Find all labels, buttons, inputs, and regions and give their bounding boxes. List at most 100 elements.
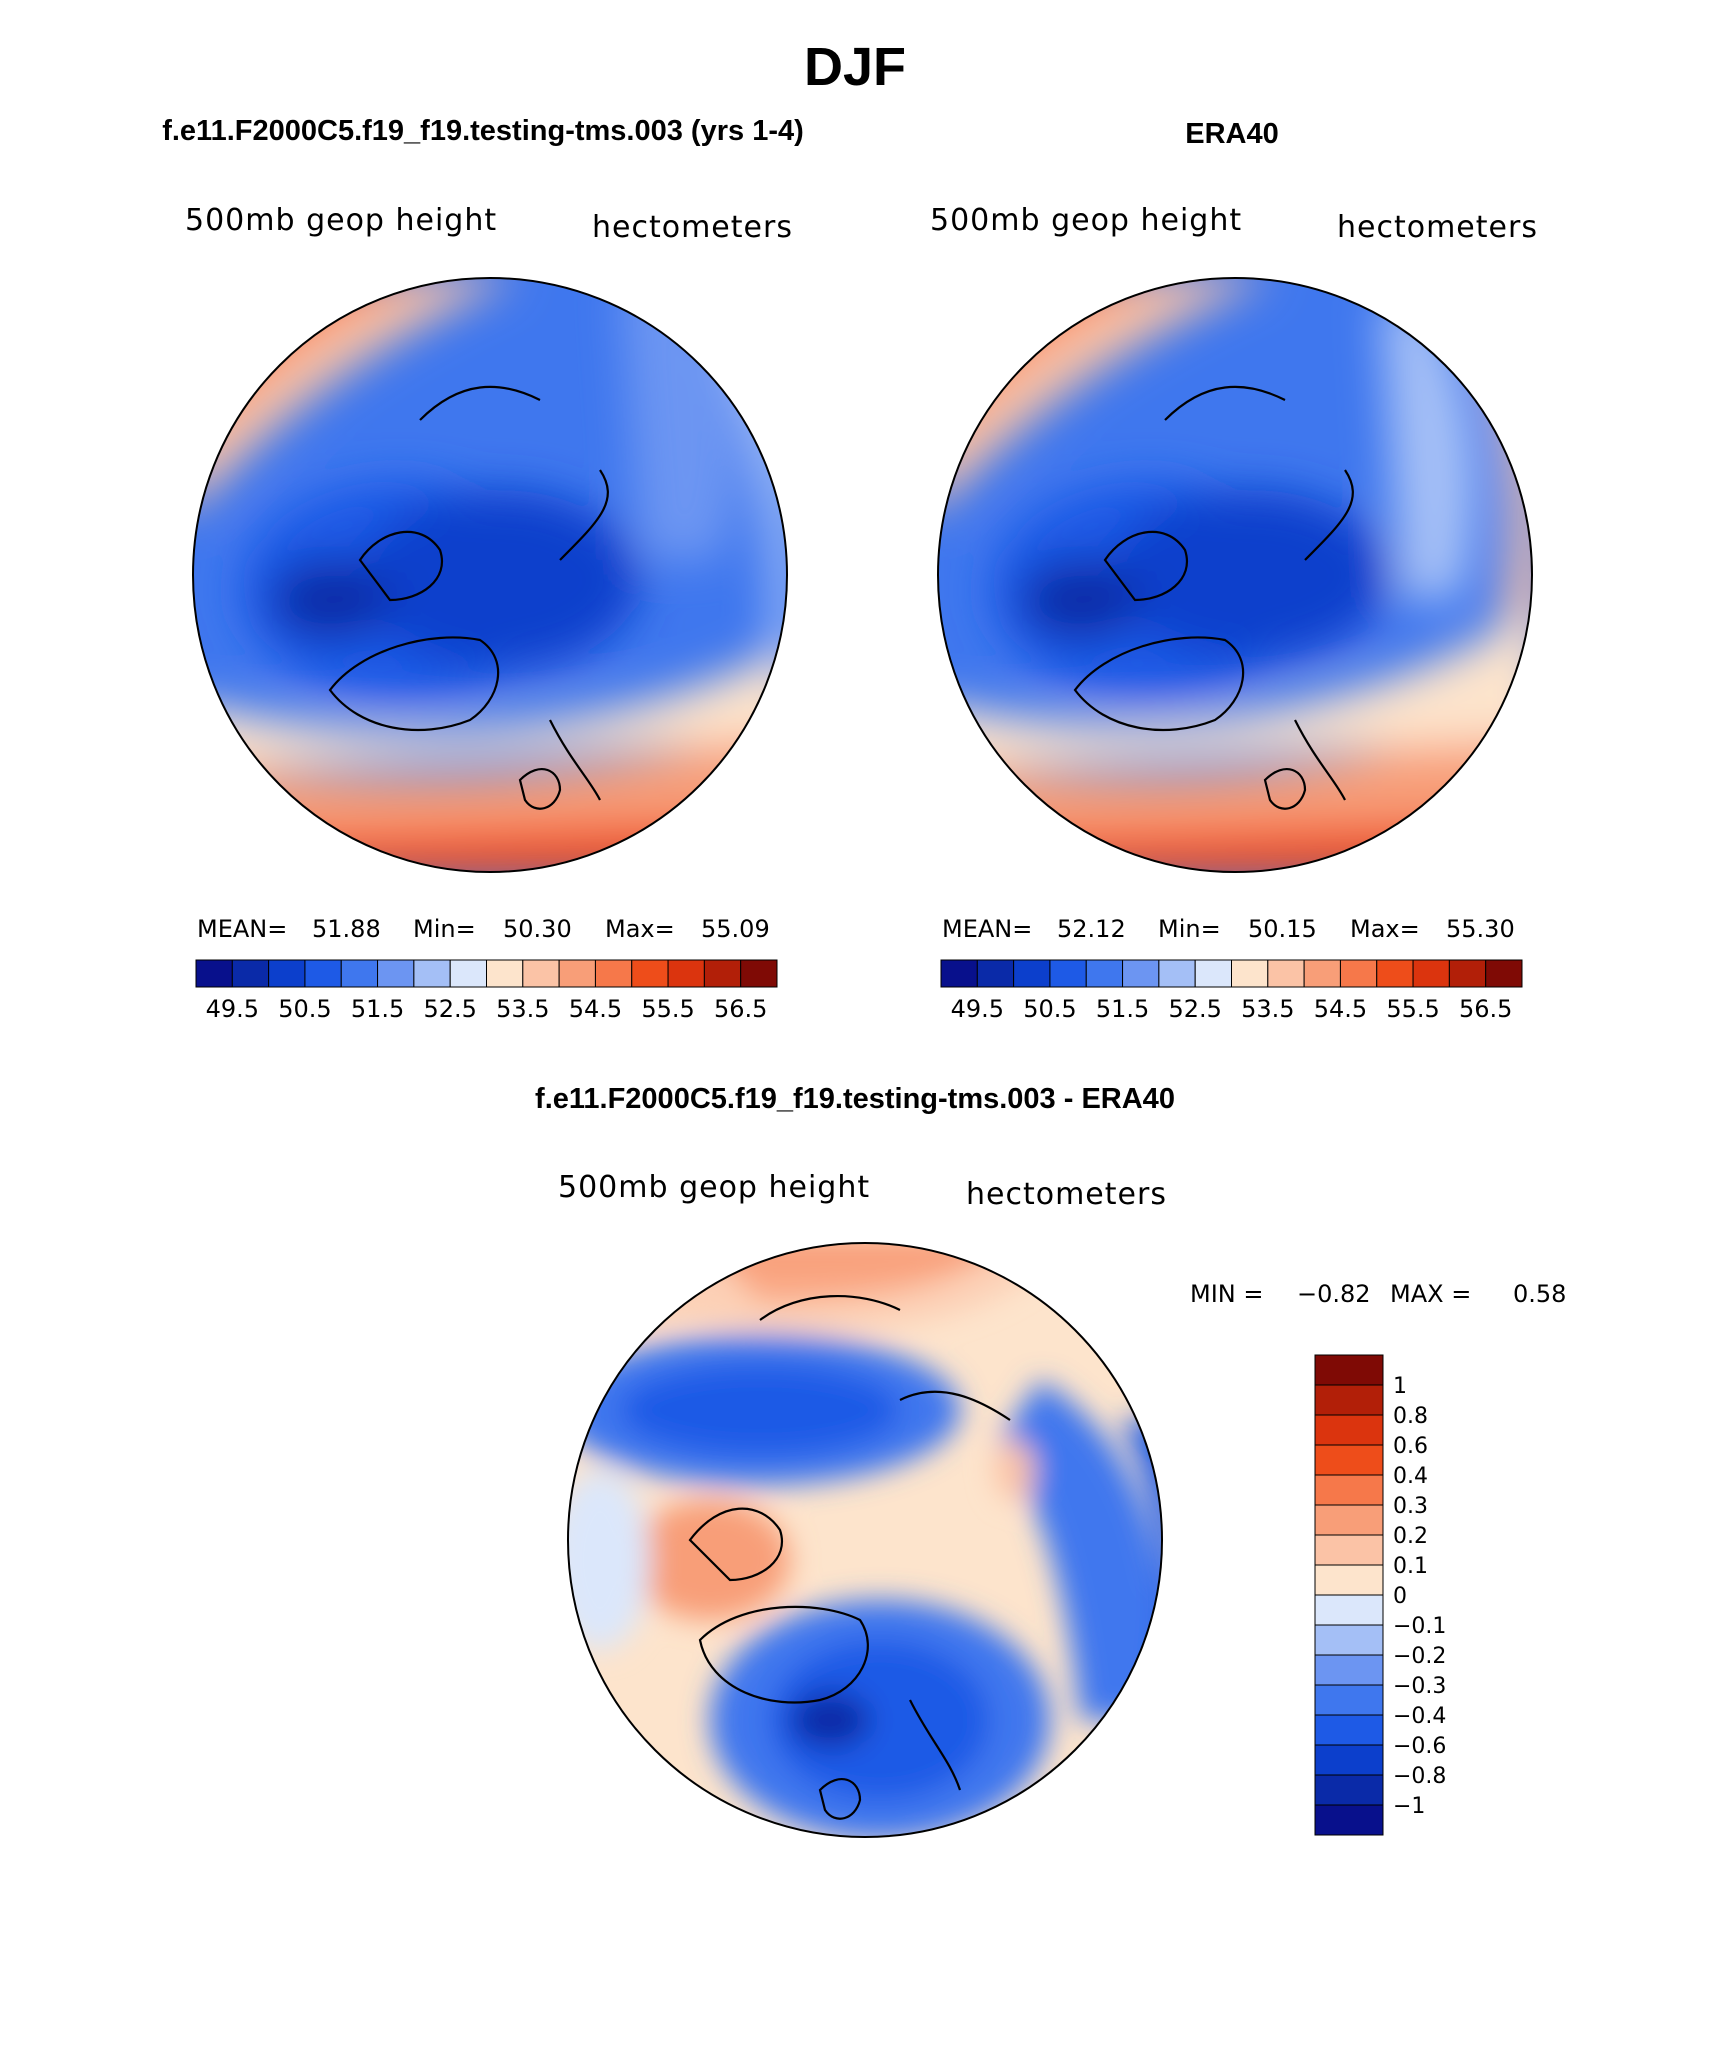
colorbar-swatch: [1314, 1384, 1384, 1416]
colorbar-tick-label: 50.5: [278, 995, 331, 1023]
colorbar-tick-label: 54.5: [1314, 995, 1367, 1023]
colorbar-swatch: [1314, 1354, 1384, 1386]
colorbar-swatch: [195, 959, 233, 988]
panel-model-title: f.e11.F2000C5.f19_f19.testing-tms.003 (y…: [162, 115, 804, 147]
panel-model-min-value: 50.30: [503, 915, 572, 943]
colorbar-tick-label: −0.1: [1393, 1614, 1446, 1639]
colorbar-tick-label: 54.5: [569, 995, 622, 1023]
colorbar-swatch: [449, 959, 487, 988]
colorbar-swatch: [486, 959, 524, 988]
colorbar-swatch: [631, 959, 669, 988]
colorbar-tick-label: 0.1: [1393, 1554, 1428, 1579]
colorbar-tick-label: 53.5: [1241, 995, 1294, 1023]
colorbar-tick-label: −1: [1393, 1794, 1425, 1819]
panel-diff-max-label: MAX =: [1390, 1280, 1471, 1308]
panel-era40-map: [938, 278, 1532, 872]
panel-era40-min-value: 50.15: [1248, 915, 1317, 943]
colorbar-tick-label: −0.6: [1393, 1734, 1446, 1759]
colorbar-tick-label: 0.2: [1393, 1524, 1428, 1549]
colorbar-tick-label: 52.5: [1168, 995, 1221, 1023]
panel-era40-mean-value: 52.12: [1057, 915, 1126, 943]
panel-era40: ERA40 500mb geop height hectometers: [930, 118, 1538, 1023]
panel-diff: f.e11.F2000C5.f19_f19.testing-tms.003 - …: [535, 1083, 1566, 1838]
colorbar-swatch: [558, 959, 596, 988]
colorbar-swatch: [413, 959, 451, 988]
colorbar-swatch: [1314, 1684, 1384, 1716]
panel-era40-max-value: 55.30: [1446, 915, 1515, 943]
panel-diff-right-label: hectometers: [966, 1177, 1167, 1212]
panel-diff-left-label: 500mb geop height: [558, 1170, 870, 1205]
panel-era40-colorbar: 49.5 50.5 51.5 52.5 53.5 54.5 55.5 56.5: [940, 959, 1523, 1023]
colorbar-swatch: [1314, 1714, 1384, 1746]
panel-era40-mean-label: MEAN=: [942, 915, 1032, 943]
panel-model-mean-label: MEAN=: [197, 915, 287, 943]
panel-diff-min-value: −0.82: [1297, 1280, 1371, 1308]
panel-model-mean-value: 51.88: [312, 915, 381, 943]
panel-era40-min-label: Min=: [1158, 915, 1221, 943]
colorbar-tick-label: 50.5: [1023, 995, 1076, 1023]
colorbar-swatch: [1314, 1744, 1384, 1776]
colorbar-swatch: [268, 959, 306, 988]
colorbar-tick-label: 51.5: [351, 995, 404, 1023]
panel-model-left-label: 500mb geop height: [185, 203, 497, 238]
colorbar-tick-label: 56.5: [714, 995, 767, 1023]
colorbar-swatch: [740, 959, 778, 988]
colorbar-swatch: [1314, 1594, 1384, 1626]
colorbar-tick-label: 51.5: [1096, 995, 1149, 1023]
colorbar-swatch: [1314, 1414, 1384, 1446]
colorbar-swatch: [522, 959, 560, 988]
colorbar-swatch: [231, 959, 270, 988]
colorbar-swatch: [1448, 959, 1487, 988]
colorbar-tick-label: 53.5: [496, 995, 549, 1023]
page-title: DJF: [804, 37, 906, 97]
colorbar-swatch: [1314, 1564, 1384, 1596]
colorbar-swatch: [1376, 959, 1414, 988]
colorbar-tick-label: 1: [1393, 1374, 1407, 1399]
colorbar-swatch: [1412, 959, 1450, 988]
colorbar-tick-label: 55.5: [1386, 995, 1439, 1023]
colorbar-swatch: [1085, 959, 1124, 988]
panel-era40-left-label: 500mb geop height: [930, 203, 1242, 238]
colorbar-swatch: [1314, 1624, 1384, 1656]
colorbar-tick-label: 0.6: [1393, 1434, 1428, 1459]
colorbar-swatch: [304, 959, 342, 988]
colorbar-swatch: [1485, 959, 1523, 988]
colorbar-swatch: [1314, 1654, 1384, 1686]
panel-model-min-label: Min=: [413, 915, 476, 943]
colorbar-tick-label: 56.5: [1459, 995, 1512, 1023]
colorbar-swatch: [1231, 959, 1269, 988]
colorbar-tick-label: 0: [1393, 1584, 1407, 1609]
colorbar-tick-label: −0.4: [1393, 1704, 1446, 1729]
colorbar-swatch: [703, 959, 742, 988]
panel-model-max-label: Max=: [605, 915, 675, 943]
colorbar-swatch: [940, 959, 978, 988]
panel-diff-map: [568, 1243, 1162, 1837]
colorbar-swatch: [1013, 959, 1051, 988]
colorbar-tick-label: 52.5: [423, 995, 476, 1023]
colorbar-swatch: [1314, 1804, 1384, 1836]
colorbar-tick-label: 49.5: [951, 995, 1004, 1023]
colorbar-swatch: [1267, 959, 1305, 988]
colorbar-tick-label: −0.3: [1393, 1674, 1446, 1699]
colorbar-tick-label: 49.5: [206, 995, 259, 1023]
colorbar-tick-label: 0.8: [1393, 1404, 1428, 1429]
colorbar-swatch: [1314, 1534, 1384, 1566]
panel-model-map: [193, 278, 787, 872]
colorbar-swatch: [1303, 959, 1341, 988]
colorbar-swatch: [340, 959, 379, 988]
colorbar-tick-label: −0.2: [1393, 1644, 1446, 1669]
panel-era40-title: ERA40: [1185, 118, 1279, 150]
colorbar-tick-label: 0.3: [1393, 1494, 1428, 1519]
colorbar-swatch: [1339, 959, 1378, 988]
colorbar-swatch: [1314, 1474, 1384, 1506]
panel-model-max-value: 55.09: [701, 915, 770, 943]
colorbar-swatch: [667, 959, 705, 988]
panel-era40-right-label: hectometers: [1337, 210, 1538, 245]
panel-diff-colorbar: 1 0.8 0.6 0.4 0.3 0.2 0.1 0 −0.1 −0.2 −0.3 −0.4 −0.6…: [1314, 1354, 1446, 1836]
colorbar-tick-label: −0.8: [1393, 1764, 1446, 1789]
panel-diff-max-value: 0.58: [1513, 1280, 1566, 1308]
panel-diff-title: f.e11.F2000C5.f19_f19.testing-tms.003 - …: [535, 1083, 1175, 1115]
colorbar-swatch: [1314, 1444, 1384, 1476]
colorbar-swatch: [1194, 959, 1232, 988]
colorbar-tick-label: 55.5: [641, 995, 694, 1023]
